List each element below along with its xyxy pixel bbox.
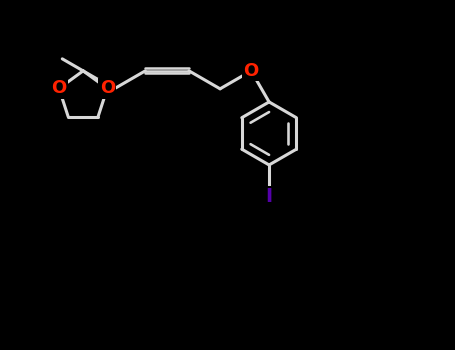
Text: O: O [243, 62, 259, 80]
Text: O: O [51, 79, 66, 97]
Text: I: I [266, 187, 273, 206]
Text: O: O [100, 79, 115, 97]
